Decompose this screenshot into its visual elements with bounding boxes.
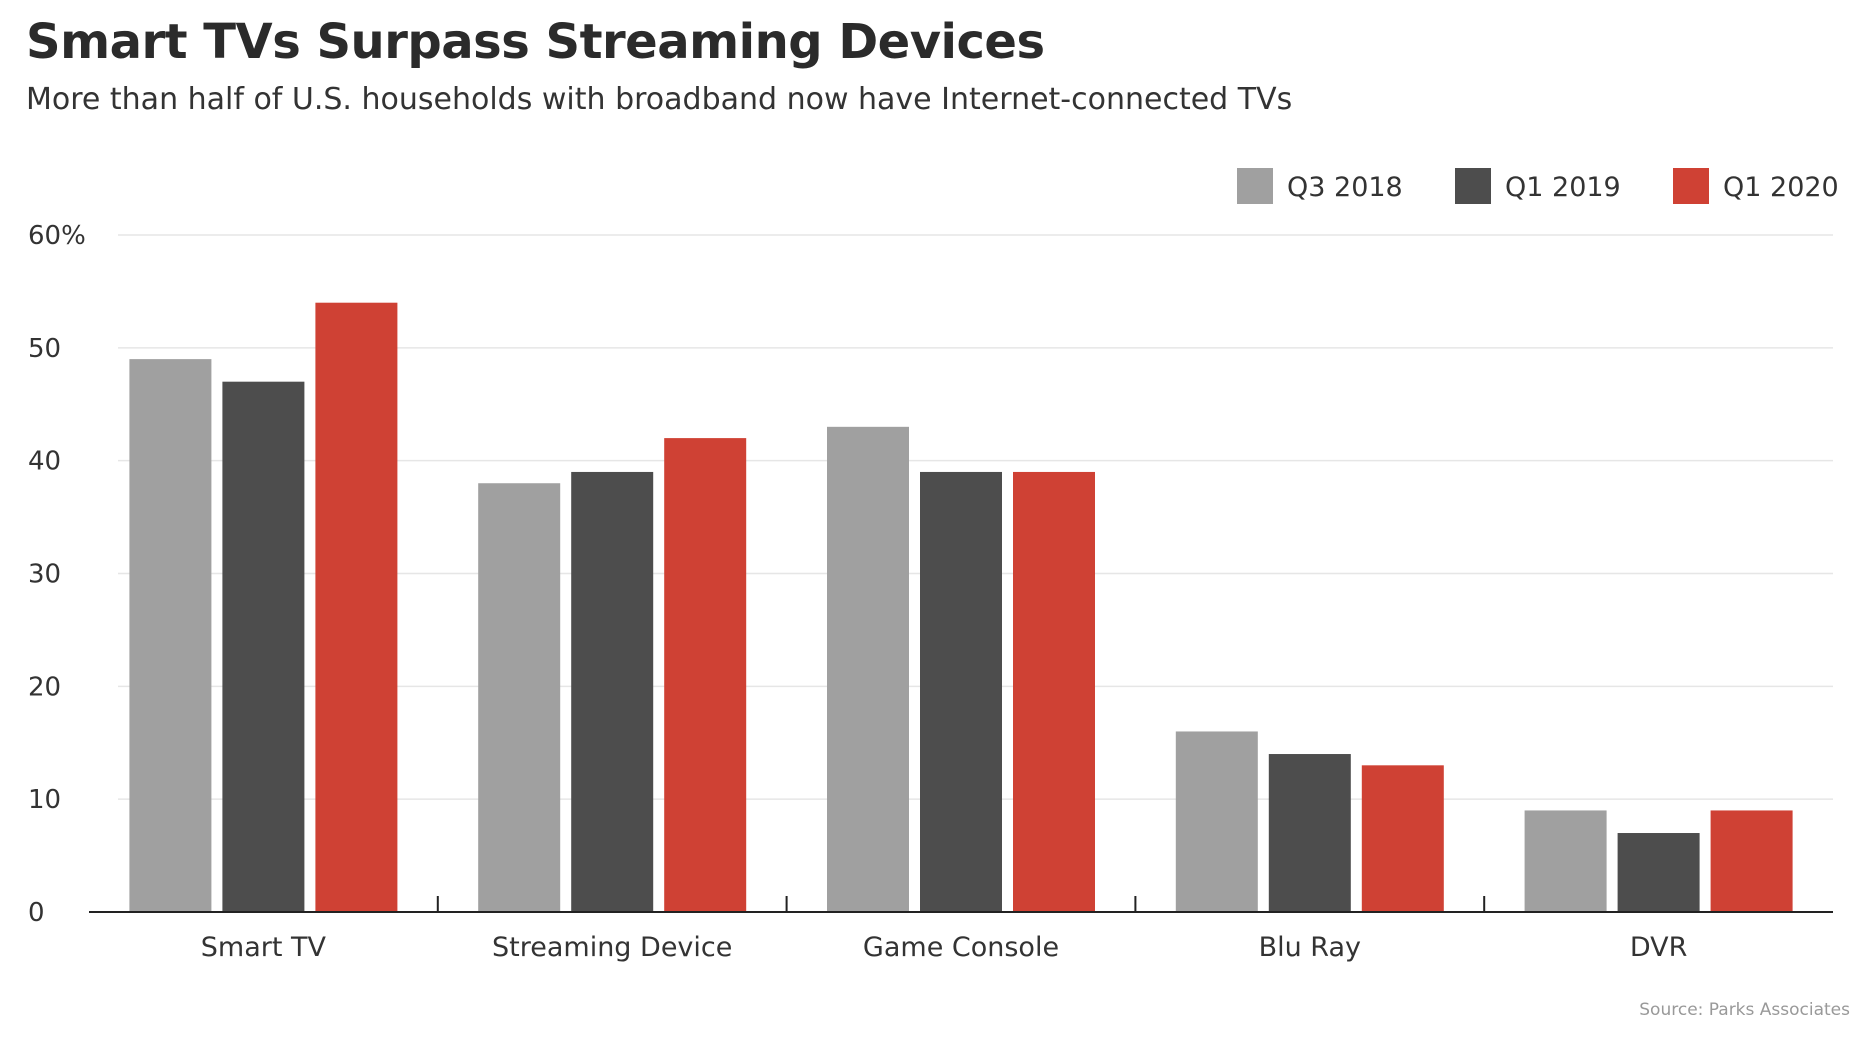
bar-q3-2018: [478, 483, 561, 912]
legend-swatch: [1237, 168, 1273, 204]
x-tick-label: Streaming Device: [492, 932, 732, 963]
chart-subtitle: More than half of U.S. households with b…: [26, 82, 1293, 117]
y-tick-label: 50: [28, 334, 61, 364]
legend-label: Q3 2018: [1287, 172, 1403, 203]
x-tick-label: Smart TV: [201, 932, 327, 963]
y-tick-label: 40: [28, 447, 61, 477]
chart-title: Smart TVs Surpass Streaming Devices: [26, 14, 1045, 70]
y-tick-label: 10: [28, 785, 61, 815]
bar-q1-2019: [1617, 833, 1700, 912]
bar-q1-2020: [664, 438, 747, 912]
bar-q1-2020: [1710, 810, 1793, 912]
y-tick-label: 60%: [28, 221, 86, 251]
x-tick-label: Game Console: [863, 932, 1059, 963]
source-note: Source: Parks Associates: [1639, 1000, 1850, 1020]
bar-q1-2020: [315, 302, 398, 912]
y-tick-label: 20: [28, 672, 61, 702]
bar-q3-2018: [827, 426, 909, 912]
legend-label: Q1 2019: [1505, 172, 1621, 203]
bar-q1-2019: [571, 471, 654, 912]
legend-label: Q1 2020: [1723, 172, 1839, 203]
bar-q1-2019: [1268, 754, 1351, 912]
bar-q1-2019: [222, 381, 305, 912]
bar-q1-2019: [920, 471, 1002, 912]
bar-q1-2020: [1013, 471, 1095, 912]
legend-swatch: [1455, 168, 1491, 204]
y-tick-label: 30: [28, 560, 61, 590]
x-tick-label: Blu Ray: [1259, 932, 1361, 963]
x-tick-label: DVR: [1630, 932, 1688, 963]
legend-swatch: [1673, 168, 1709, 204]
bar-q3-2018: [1175, 731, 1258, 912]
bar-q3-2018: [129, 359, 212, 912]
y-tick-label: 0: [28, 898, 45, 928]
bar-q3-2018: [1524, 810, 1607, 912]
bar-q1-2020: [1361, 765, 1444, 912]
